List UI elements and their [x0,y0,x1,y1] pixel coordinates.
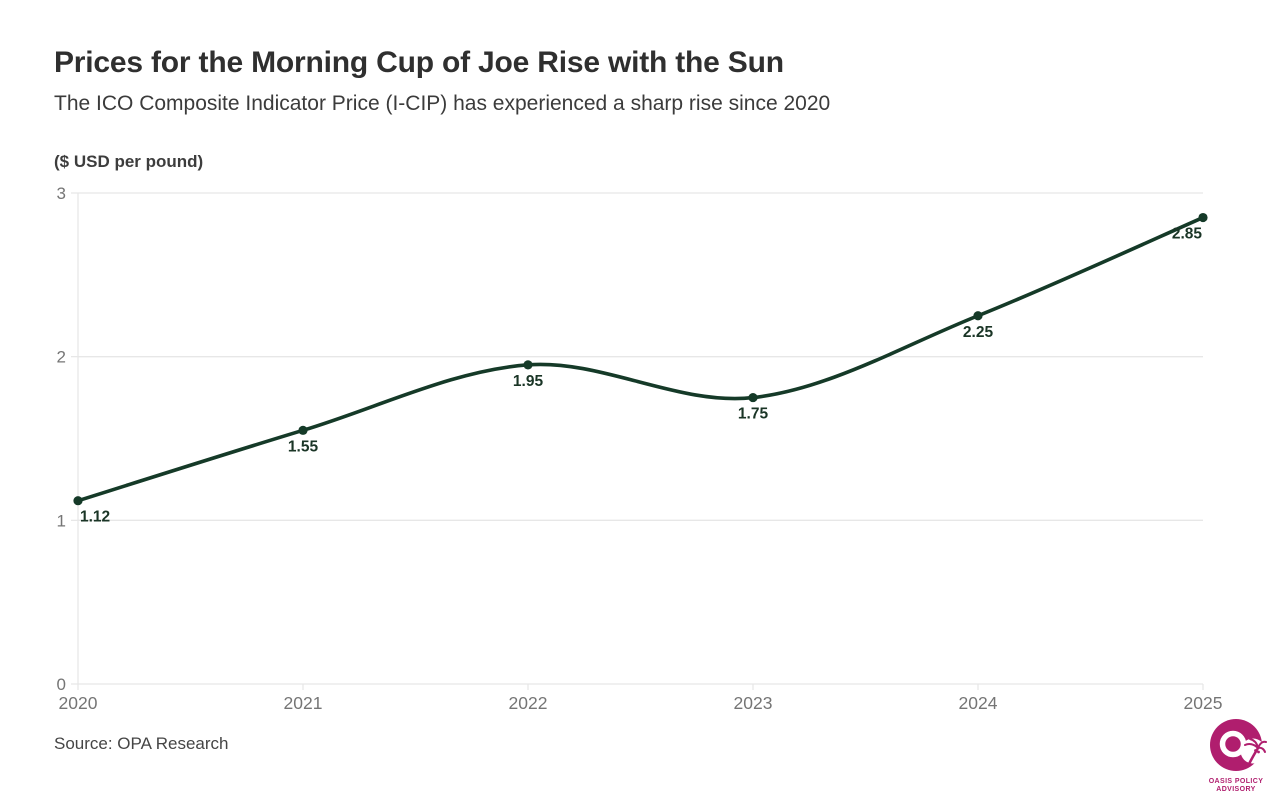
data-label-2021: 1.55 [288,438,319,455]
data-label-2022: 1.95 [513,373,544,390]
data-point-2021 [298,425,308,435]
xtick-label-2020: 2020 [59,693,98,713]
logo-text-line2: ADVISORY [1216,786,1256,793]
data-point-2025 [1198,212,1208,223]
oasis-logo-icon [1210,719,1267,771]
xtick-label-2021: 2021 [284,693,323,713]
chart-title: Prices for the Morning Cup of Joe Rise w… [54,46,784,79]
ytick-label-1: 1 [57,511,66,530]
data-point-2022 [523,360,533,370]
y-axis-unit-label: ($ USD per pound) [54,152,204,171]
logo-text-line1: OASIS POLICY [1208,778,1264,785]
xtick-label-2025: 2025 [1184,693,1223,713]
data-label-2024: 2.25 [963,324,994,341]
data-label-2023: 1.75 [738,406,769,423]
ytick-label-0: 0 [57,675,66,694]
xtick-label-2023: 2023 [734,693,773,713]
data-point-2023 [748,392,758,403]
data-point-2024 [973,311,983,321]
xtick-label-2024: 2024 [959,693,998,713]
oasis-logo: OASIS POLICY ADVISORY [1186,714,1280,794]
source-note: Source: OPA Research [54,734,229,753]
xtick-label-2022: 2022 [509,693,548,713]
chart-subtitle: The ICO Composite Indicator Price (I-CIP… [54,92,831,115]
data-label-2025: 2.85 [1172,226,1203,243]
ytick-label-3: 3 [57,184,66,203]
price-line [76,215,1205,503]
data-label-2020: 1.12 [80,509,110,526]
data-point-2020 [73,496,83,506]
ytick-label-2: 2 [57,348,66,367]
